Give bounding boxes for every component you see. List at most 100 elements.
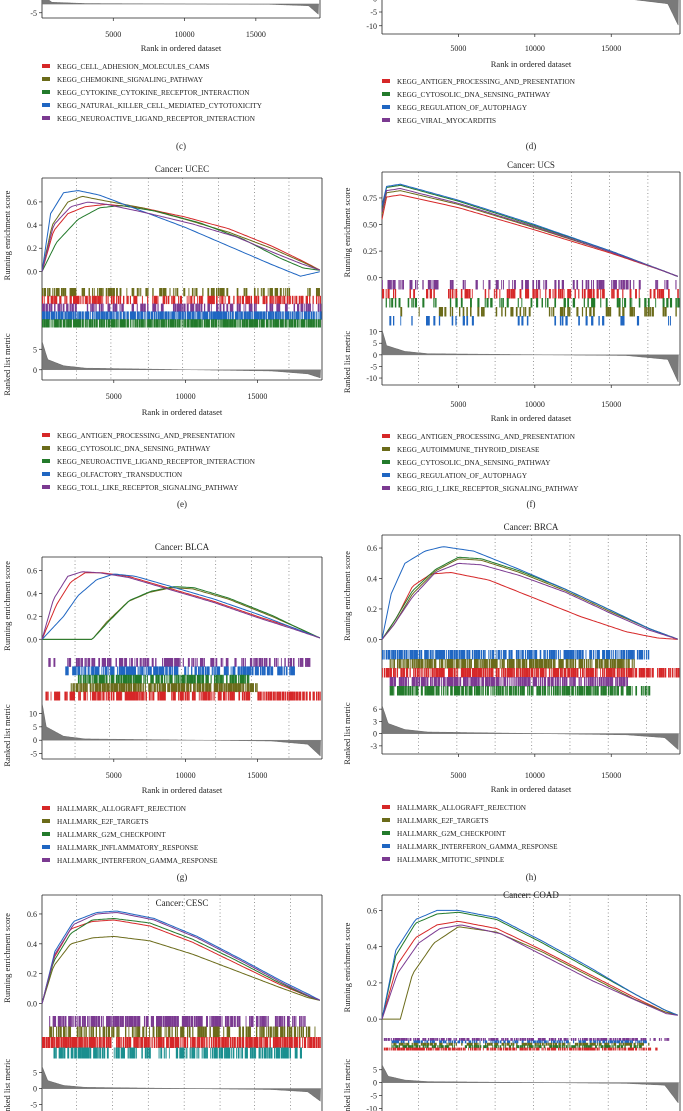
hit-mark [492,1040,494,1044]
hit-mark [138,1016,141,1027]
hit-mark [116,295,118,305]
hit-mark [394,650,397,660]
hit-mark [137,1026,140,1038]
hit-mark [617,677,619,687]
hit-mark [448,1040,450,1044]
hit-mark [183,691,185,701]
hit-mark [290,311,292,320]
es-curve [42,587,320,640]
hit-mark [398,1042,401,1046]
hit-mark [504,1047,508,1051]
hit-mark [609,1045,611,1049]
hit-mark [303,1037,307,1048]
hit-mark [106,658,109,667]
hit-mark [160,666,163,676]
hit-mark [205,1016,208,1027]
hit-mark [174,658,177,667]
hit-mark [462,280,465,290]
hit-mark [169,1016,172,1027]
hit-mark [202,288,204,297]
hit-mark [393,316,395,326]
hit-mark [510,677,512,687]
hit-mark [191,674,194,684]
hit-mark [209,319,211,328]
hit-mark [181,1026,184,1038]
hit-mark [64,288,67,297]
hit-mark [393,1047,395,1051]
hit-mark [552,307,555,317]
hit-mark [186,683,188,693]
hit-mark [221,295,224,305]
hit-mark [426,1040,429,1044]
hit-mark [407,1042,410,1046]
hit-mark [283,319,285,328]
hit-mark [516,659,518,669]
hit-mark [284,666,286,676]
hit-mark [100,303,103,312]
hit-mark [400,650,403,660]
hit-mark [655,280,657,290]
hit-mark [181,1037,183,1048]
hit-mark [565,668,567,678]
hit-mark [556,677,559,687]
hit-mark [299,1016,301,1027]
hit-mark [317,303,320,312]
es-curve [381,190,678,277]
x-tick-label: 15000 [246,30,266,39]
hit-mark [444,1045,447,1049]
hit-mark [133,1016,136,1027]
hit-mark [611,1038,613,1041]
hit-mark [581,280,584,290]
hit-mark [473,668,476,678]
hit-mark [407,686,410,696]
hit-mark [95,674,98,684]
hit-mark [91,288,93,297]
hit-mark [580,668,582,678]
hit-mark [583,298,585,308]
hit-mark [572,668,575,678]
hit-mark [501,298,503,308]
hit-mark [67,311,70,320]
hit-mark [302,303,304,312]
hit-mark [503,1040,506,1044]
hit-mark [146,658,149,667]
hit-mark [595,686,597,696]
hit-mark [86,311,90,320]
hit-mark [63,1047,66,1059]
hit-mark [499,677,501,687]
hit-mark [148,658,150,667]
hit-mark [446,1038,448,1041]
hit-mark [168,666,171,676]
hit-mark [145,1016,148,1027]
hit-mark [76,319,79,328]
hit-mark [291,691,294,701]
legend-entry: KEGG_CYTOSOLIC_DNA_SENSING_PATHWAY [57,445,211,453]
hit-mark [486,1047,489,1051]
hit-mark [536,668,538,678]
hit-mark [558,677,560,687]
hit-mark [57,303,60,312]
hit-mark [122,311,125,320]
hit-mark [251,683,255,693]
hit-mark [91,1037,95,1048]
hit-mark [210,674,212,684]
hit-mark [108,666,110,676]
hit-mark [512,280,514,290]
hit-mark [611,686,613,696]
hit-mark [239,683,241,693]
legend-swatch [382,805,390,809]
hit-mark [131,288,134,297]
hit-mark [257,311,260,320]
hit-mark [451,289,453,299]
hit-mark [119,319,122,328]
hit-mark [169,674,172,684]
hit-mark [200,691,202,701]
hit-mark [545,1040,547,1044]
hit-mark [675,668,678,678]
hit-mark [54,303,56,312]
hit-mark [582,1045,584,1049]
hit-mark [530,1038,533,1041]
hit-mark [267,1047,269,1059]
hit-mark [67,658,69,667]
hit-mark [244,658,246,667]
